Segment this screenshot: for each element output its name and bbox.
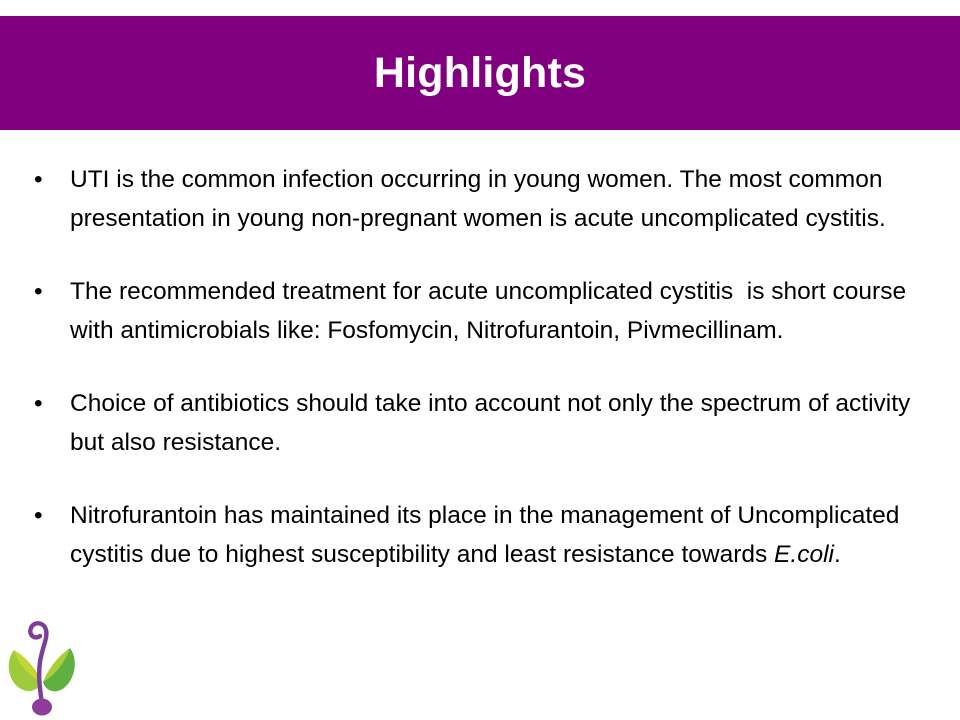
list-item: • Nitrofurantoin has maintained its plac… [26,496,938,574]
title-band: Highlights [0,16,960,130]
list-item: • UTI is the common infection occurring … [26,160,938,238]
list-item: • Choice of antibiotics should take into… [26,384,938,462]
list-item: • The recommended treatment for acute un… [26,272,938,350]
bullet-list: • UTI is the common infection occurring … [26,160,938,710]
bullet-point-icon: • [34,166,43,193]
list-item-text-tail: . [833,541,841,568]
bullet-point-icon: • [34,502,43,529]
bullet-point-icon: • [34,390,43,417]
list-item-text-lead: Nitrofurantoin has maintained its place … [70,502,907,568]
page-title: Highlights [373,48,587,97]
list-item-text: Nitrofurantoin has maintained its place … [70,496,938,574]
list-item-text: UTI is the common infection occurring in… [70,166,890,232]
list-item-text: The recommended treatment for acute unco… [70,278,913,344]
organism-name-italic: E.coli [774,541,834,568]
bullet-point-icon: • [34,278,43,305]
list-item-text: Choice of antibiotics should take into a… [70,390,918,456]
